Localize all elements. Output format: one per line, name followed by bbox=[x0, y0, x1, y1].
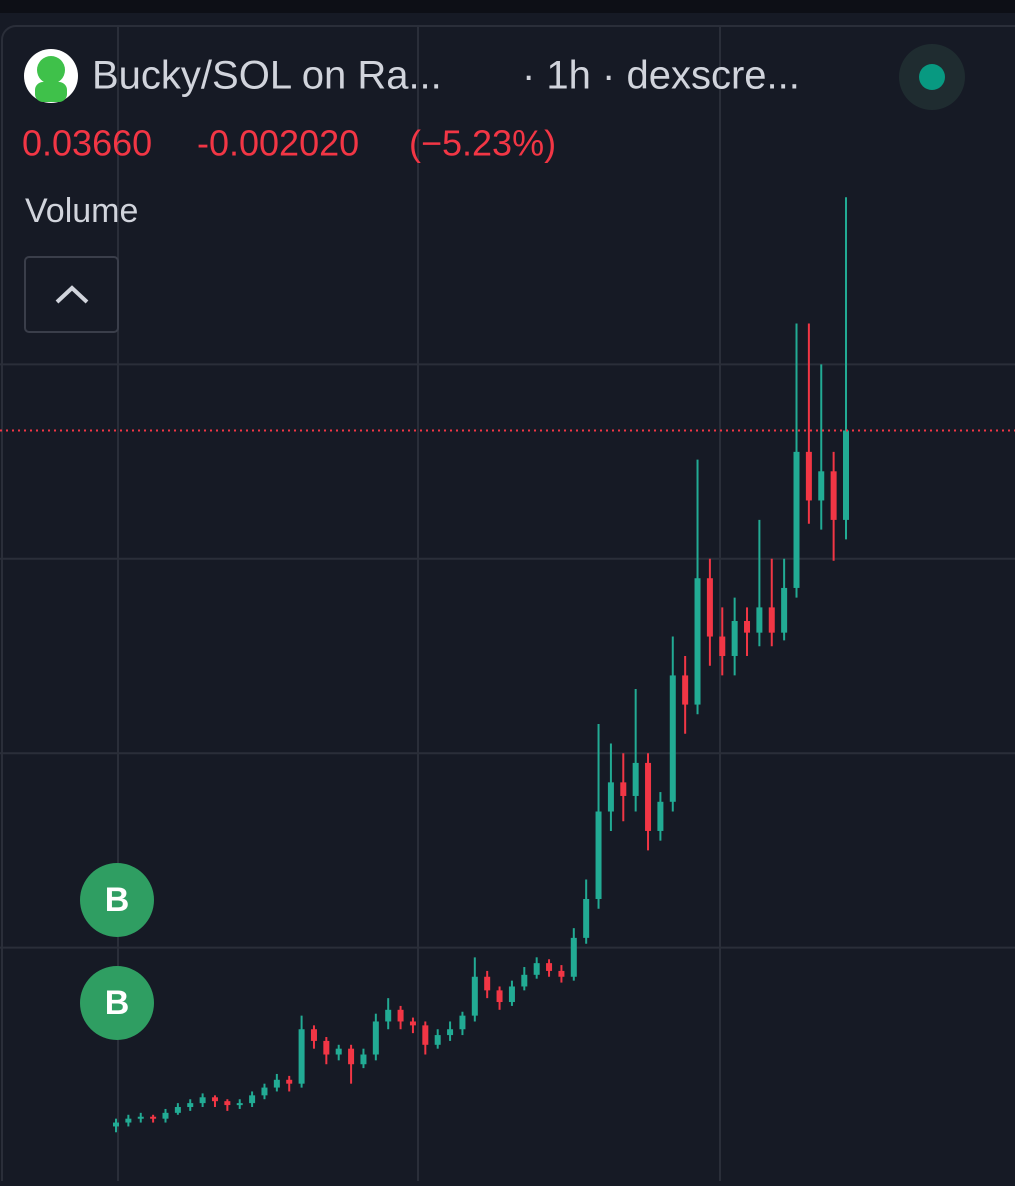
buy-marker[interactable] bbox=[80, 966, 154, 1040]
candle-body bbox=[768, 607, 775, 633]
candle-body bbox=[335, 1048, 342, 1055]
candle-body bbox=[261, 1087, 268, 1096]
indicator-label: Volume bbox=[25, 192, 138, 230]
candle-body bbox=[471, 976, 478, 1016]
candle-body bbox=[731, 620, 738, 656]
candle-body bbox=[211, 1097, 218, 1102]
price-change: -0.002020 bbox=[197, 123, 359, 164]
candle-body bbox=[744, 620, 751, 633]
candle-body bbox=[113, 1122, 119, 1127]
candle-body bbox=[818, 471, 825, 501]
candle-body bbox=[162, 1112, 169, 1119]
candle-body bbox=[459, 1015, 466, 1030]
candle-body bbox=[434, 1035, 441, 1045]
buy-marker[interactable] bbox=[80, 863, 154, 937]
candle-body bbox=[137, 1116, 144, 1119]
buy-marker-label: B bbox=[105, 881, 130, 919]
markers: B B bbox=[80, 863, 154, 1040]
last-price: 0.03660 bbox=[22, 123, 152, 164]
candle-body bbox=[781, 587, 788, 633]
candle-body bbox=[174, 1107, 181, 1113]
status-dot bbox=[919, 64, 945, 90]
price-change-pct: (−5.23%) bbox=[409, 123, 556, 164]
candle-body bbox=[447, 1029, 454, 1036]
pair-title: Bucky/SOL on Ra... bbox=[92, 54, 442, 98]
chevron-icon bbox=[55, 285, 89, 304]
header: Bucky/SOL on Ra... · 1h · dexscre... 0.0… bbox=[22, 44, 965, 333]
candle-body bbox=[632, 762, 639, 796]
candle-body bbox=[533, 963, 540, 975]
candle-body bbox=[372, 1021, 379, 1055]
candle-body bbox=[682, 675, 689, 705]
candle-body bbox=[521, 974, 528, 987]
candle-body bbox=[385, 1009, 392, 1022]
candle-body bbox=[360, 1054, 367, 1065]
candle-body bbox=[719, 636, 726, 656]
candle-body bbox=[409, 1021, 416, 1026]
candle-body bbox=[249, 1095, 256, 1104]
collapse-button[interactable] bbox=[24, 256, 119, 333]
candle-body bbox=[620, 782, 627, 796]
candle-body bbox=[756, 607, 763, 633]
candle-body bbox=[422, 1025, 429, 1045]
candle-body bbox=[843, 430, 849, 520]
candle-body bbox=[496, 990, 503, 1003]
candle-body bbox=[125, 1118, 132, 1123]
candle-body bbox=[830, 471, 837, 520]
candle-body bbox=[224, 1101, 231, 1106]
top-strip bbox=[0, 0, 1015, 13]
candle-body bbox=[286, 1079, 293, 1084]
candle-body bbox=[607, 782, 614, 812]
candle-body bbox=[484, 976, 491, 991]
candle-body bbox=[706, 578, 713, 637]
candle-body bbox=[236, 1103, 243, 1106]
candle-body bbox=[150, 1116, 157, 1119]
candle-body bbox=[645, 762, 652, 831]
candle-body bbox=[323, 1040, 330, 1055]
buy-marker-label: B bbox=[105, 984, 130, 1022]
candle-body bbox=[558, 970, 565, 977]
token-icon-body bbox=[35, 82, 67, 102]
candle-body bbox=[793, 451, 800, 588]
candle-body bbox=[657, 801, 664, 831]
candle-body bbox=[546, 963, 553, 971]
candle-body bbox=[508, 986, 515, 1003]
candle-body bbox=[310, 1029, 317, 1041]
candle-body bbox=[595, 811, 602, 899]
candle-body bbox=[570, 937, 577, 977]
candle-body bbox=[397, 1009, 404, 1022]
candle-body bbox=[199, 1097, 206, 1104]
candle-body bbox=[805, 451, 812, 501]
candle-body bbox=[583, 898, 590, 938]
interval: · 1h · dexscre... bbox=[522, 54, 800, 98]
candle-body bbox=[273, 1079, 280, 1088]
candle-body bbox=[669, 675, 676, 802]
candle-body bbox=[187, 1103, 194, 1108]
token-icon-face bbox=[37, 56, 65, 84]
candle-body bbox=[298, 1029, 305, 1084]
candle-body bbox=[694, 578, 701, 705]
candles bbox=[0, 197, 1015, 1133]
panel-border bbox=[1, 25, 1015, 1186]
candle-body bbox=[348, 1048, 355, 1065]
